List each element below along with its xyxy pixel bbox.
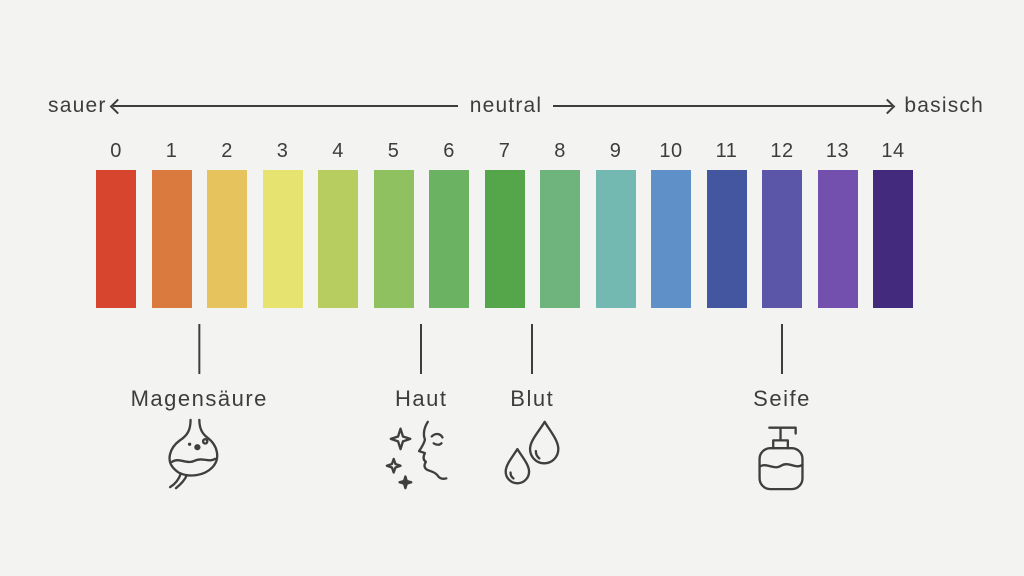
ph-segment-11: 11 <box>706 139 747 308</box>
soap-dispenser-icon <box>743 415 821 495</box>
ph-color-bar <box>318 170 358 308</box>
ph-segment-4: 4 <box>318 139 358 308</box>
ph-value-label: 14 <box>881 140 905 162</box>
axis-label-neutral: neutral <box>469 94 543 117</box>
ph-color-bar <box>873 170 913 308</box>
ph-segment-9: 9 <box>595 139 636 308</box>
face-sparkle-icon <box>382 415 460 495</box>
ph-color-bar <box>706 170 747 308</box>
ph-segment-6: 6 <box>429 139 469 308</box>
ph-segment-0: 0 <box>96 139 136 308</box>
axis-label-acidic: sauer <box>48 94 107 117</box>
annotation-blut: Blut <box>493 324 571 495</box>
ph-segment-13: 13 <box>817 139 858 308</box>
ph-scale-bars: 0 1 2 3 4 5 6 7 8 9 10 11 12 13 14 <box>96 139 913 308</box>
annotation-label: Magensäure <box>130 386 268 411</box>
ph-value-label: 12 <box>770 140 794 162</box>
ph-value-label: 13 <box>825 140 850 162</box>
ph-color-bar <box>373 170 414 308</box>
ph-color-bar <box>651 170 691 308</box>
arrow-left-icon <box>113 105 458 107</box>
pointer-line <box>781 324 783 374</box>
ph-segment-8: 8 <box>540 139 580 308</box>
annotation-label: Seife <box>753 386 811 411</box>
ph-value-label: 10 <box>659 140 683 162</box>
ph-segment-3: 3 <box>262 139 303 308</box>
ph-color-bar <box>540 170 580 308</box>
annotation-seife: Seife <box>743 324 821 495</box>
ph-value-label: 0 <box>110 140 122 162</box>
ph-segment-10: 10 <box>651 139 691 308</box>
stomach-icon <box>160 415 238 495</box>
annotation-magens-ure: Magensäure <box>131 324 268 495</box>
ph-color-bar <box>151 170 192 308</box>
ph-segment-14: 14 <box>873 139 913 308</box>
ph-value-label: 8 <box>554 140 566 162</box>
ph-value-label: 1 <box>165 140 178 162</box>
ph-color-bar <box>595 170 636 308</box>
annotation-label: Haut <box>395 386 448 411</box>
ph-color-bar <box>207 170 247 308</box>
ph-segment-1: 1 <box>151 139 192 308</box>
ph-value-label: 5 <box>387 140 400 162</box>
ph-value-label: 11 <box>715 140 738 162</box>
pointer-line <box>531 324 534 374</box>
ph-color-bar <box>96 170 136 308</box>
ph-color-bar <box>429 170 469 308</box>
annotation-haut: Haut <box>382 324 460 495</box>
ph-value-label: 4 <box>332 140 344 162</box>
ph-segment-12: 12 <box>762 139 802 308</box>
ph-color-bar <box>484 170 525 308</box>
pointer-line <box>198 324 201 374</box>
ph-value-label: 3 <box>276 140 289 162</box>
ph-color-bar <box>262 170 303 308</box>
ph-color-bar <box>762 170 802 308</box>
blood-drops-icon <box>493 415 571 495</box>
ph-color-bar <box>817 170 858 308</box>
ph-segment-2: 2 <box>207 139 247 308</box>
arrow-right-icon <box>553 105 892 107</box>
pointer-line <box>420 324 423 374</box>
ph-value-label: 6 <box>443 140 455 162</box>
ph-segment-7: 7 <box>484 139 525 308</box>
ph-value-label: 9 <box>609 140 622 162</box>
ph-segment-5: 5 <box>373 139 414 308</box>
axis-label-basic: basisch <box>904 94 984 117</box>
ph-value-label: 7 <box>498 140 511 162</box>
ph-value-label: 2 <box>221 140 233 162</box>
annotation-label: Blut <box>510 386 555 411</box>
